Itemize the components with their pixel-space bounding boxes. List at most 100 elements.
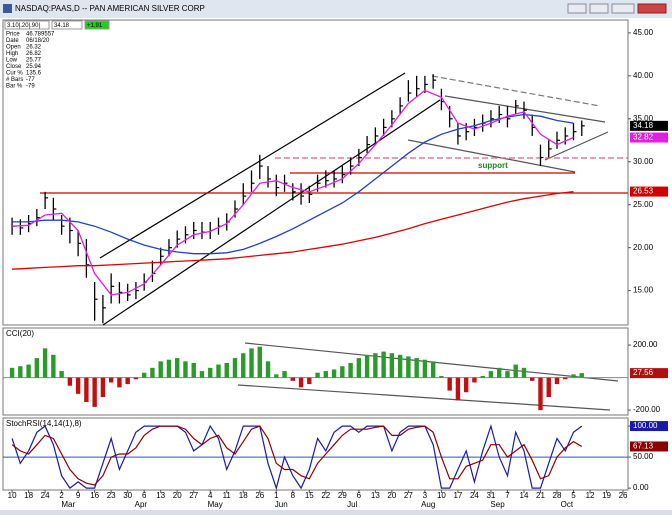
x-tick-label: 12 <box>586 491 595 500</box>
moving-average <box>12 190 574 270</box>
cci-bar <box>323 371 329 378</box>
cci-bar <box>331 369 337 378</box>
x-tick-label: 23 <box>107 491 116 500</box>
x-tick-label: 28 <box>553 491 562 500</box>
x-tick-label: 8 <box>291 491 296 500</box>
cci-bar <box>389 353 395 378</box>
info-value: 135.6 <box>26 71 42 77</box>
x-tick-label: 1 <box>274 491 279 500</box>
x-tick-label: 16 <box>90 491 99 500</box>
x-tick-label: 7 <box>505 491 510 500</box>
value-tag-label: 100.00 <box>633 421 658 430</box>
cci-bar <box>364 354 370 378</box>
y-tick-label: 45.00 <box>633 28 654 37</box>
cci-bar <box>406 356 411 378</box>
window-title: NASDAQ:PAAS,D -- PAN AMERICAN SILVER COR… <box>15 4 205 13</box>
cci-bar <box>298 377 304 388</box>
x-tick-label: 6 <box>142 491 147 500</box>
y-tick-label: 30.00 <box>633 157 654 166</box>
value-tag-label: 27.56 <box>633 368 654 377</box>
quote-box <box>84 20 110 30</box>
month-label: Mar <box>61 500 75 509</box>
y-tick-label: 50.00 <box>633 452 654 461</box>
price-panel <box>2 19 629 326</box>
y-tick-label: 25.00 <box>633 200 654 209</box>
restore-button[interactable] <box>611 3 635 14</box>
x-tick-label: 27 <box>189 491 198 500</box>
cci-bar <box>554 377 560 385</box>
x-tick-label: 17 <box>453 491 462 500</box>
cci-bar <box>397 354 403 378</box>
info-label: Price <box>6 32 20 38</box>
info-value: 06/18/20 <box>26 38 50 44</box>
cci-bar <box>166 359 172 378</box>
cci-bar <box>579 373 584 378</box>
close-button[interactable] <box>637 3 667 14</box>
cci-bar <box>274 374 279 378</box>
x-tick-label: 2 <box>59 491 64 500</box>
cci-bar <box>224 362 229 378</box>
wedge-line <box>544 131 609 161</box>
title-bar <box>0 0 672 18</box>
value-tag-label: 26.53 <box>633 187 654 196</box>
cci-bar <box>463 377 469 393</box>
x-tick-label: 5 <box>571 491 576 500</box>
x-tick-label: 20 <box>387 491 396 500</box>
moving-average <box>12 89 574 296</box>
cci-bar <box>381 351 386 378</box>
cci-bar <box>108 377 114 383</box>
x-tick-label: 13 <box>156 491 165 500</box>
cci-bar <box>455 377 461 401</box>
stoch-line <box>11 425 583 486</box>
x-tick-label: 22 <box>321 491 330 500</box>
stoch-panel <box>2 417 629 491</box>
cci-bar <box>472 377 477 383</box>
x-tick-label: 18 <box>239 491 248 500</box>
cci-bar <box>513 364 518 378</box>
cci-bar <box>150 367 155 378</box>
cci-bar <box>571 374 576 378</box>
y-tick-label: 20.00 <box>633 243 654 252</box>
cci-bar <box>9 367 15 378</box>
panel-title: StochRSI(14,14(1),8) <box>6 419 82 428</box>
cci-bar <box>538 377 543 411</box>
x-tick-label: 26 <box>255 491 264 500</box>
cci-bar <box>241 353 246 378</box>
value-tag <box>630 441 668 452</box>
info-label: Low <box>6 58 18 64</box>
y-tick-label: 15.00 <box>633 286 654 295</box>
dashed-resistance <box>431 75 601 107</box>
cci-bar <box>307 377 312 385</box>
cci-bar <box>414 358 419 378</box>
cci-bar <box>422 359 428 378</box>
stoch-line <box>11 424 583 491</box>
cci-bar <box>92 377 97 407</box>
cci-bar <box>34 358 40 378</box>
cci-bar <box>257 346 262 378</box>
cci-bar <box>125 377 130 385</box>
cci-bar <box>158 361 163 378</box>
value-tag <box>630 120 668 131</box>
cci-bar <box>26 364 31 378</box>
channel-lower <box>102 99 441 326</box>
cci-lower-line <box>237 384 611 411</box>
maximize-button[interactable] <box>589 3 609 14</box>
y-tick-label: 40.00 <box>633 71 654 80</box>
info-value: 25.94 <box>26 64 42 70</box>
cci-bar <box>546 377 551 398</box>
minimize-button[interactable] <box>567 3 587 14</box>
y-tick-label: -200.00 <box>633 405 661 414</box>
x-tick-label: 19 <box>602 491 611 500</box>
cci-bar <box>208 367 213 378</box>
cci-bar <box>51 354 56 378</box>
month-label: Apr <box>135 500 148 509</box>
quote-box <box>51 20 83 30</box>
cci-bar <box>348 362 353 378</box>
cci-bar <box>521 367 527 378</box>
y-tick-label: 35.00 <box>633 114 654 123</box>
cci-bar <box>530 377 535 381</box>
x-tick-label: 24 <box>470 491 479 500</box>
cci-panel <box>2 327 629 416</box>
